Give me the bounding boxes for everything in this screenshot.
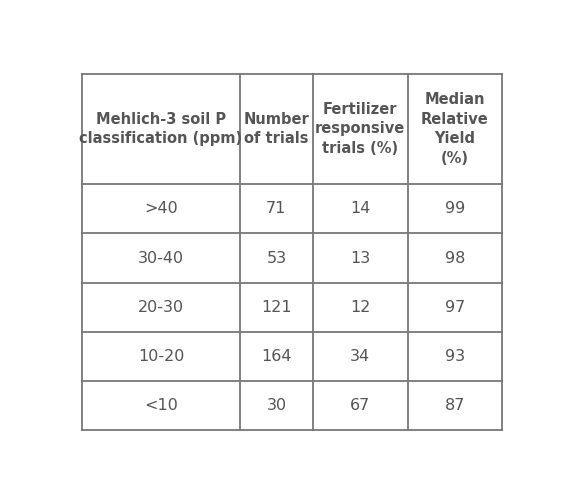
Text: 93: 93 <box>445 349 465 364</box>
Text: 10-20: 10-20 <box>138 349 184 364</box>
Text: 98: 98 <box>445 250 465 266</box>
Text: >40: >40 <box>144 201 178 216</box>
Text: 99: 99 <box>445 201 465 216</box>
Text: 14: 14 <box>350 201 371 216</box>
Text: 12: 12 <box>350 300 371 315</box>
Text: 71: 71 <box>266 201 287 216</box>
Text: 30-40: 30-40 <box>138 250 184 266</box>
Text: 30: 30 <box>266 398 287 413</box>
Text: Mehlich-3 soil P
classification (ppm): Mehlich-3 soil P classification (ppm) <box>79 112 243 146</box>
Text: <10: <10 <box>144 398 178 413</box>
Text: 67: 67 <box>350 398 371 413</box>
Text: 34: 34 <box>350 349 371 364</box>
Text: 121: 121 <box>261 300 292 315</box>
Text: 53: 53 <box>266 250 287 266</box>
Text: Number
of trials: Number of trials <box>243 112 310 146</box>
Text: Median
Relative
Yield
(%): Median Relative Yield (%) <box>421 92 488 166</box>
Text: 13: 13 <box>350 250 371 266</box>
Text: 164: 164 <box>261 349 292 364</box>
Text: 87: 87 <box>445 398 465 413</box>
Text: 97: 97 <box>445 300 465 315</box>
Text: Fertilizer
responsive
trials (%): Fertilizer responsive trials (%) <box>315 102 405 156</box>
Text: 20-30: 20-30 <box>138 300 184 315</box>
